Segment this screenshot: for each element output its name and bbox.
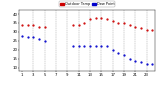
Legend: Outdoor Temp, Dew Point: Outdoor Temp, Dew Point (59, 1, 115, 7)
